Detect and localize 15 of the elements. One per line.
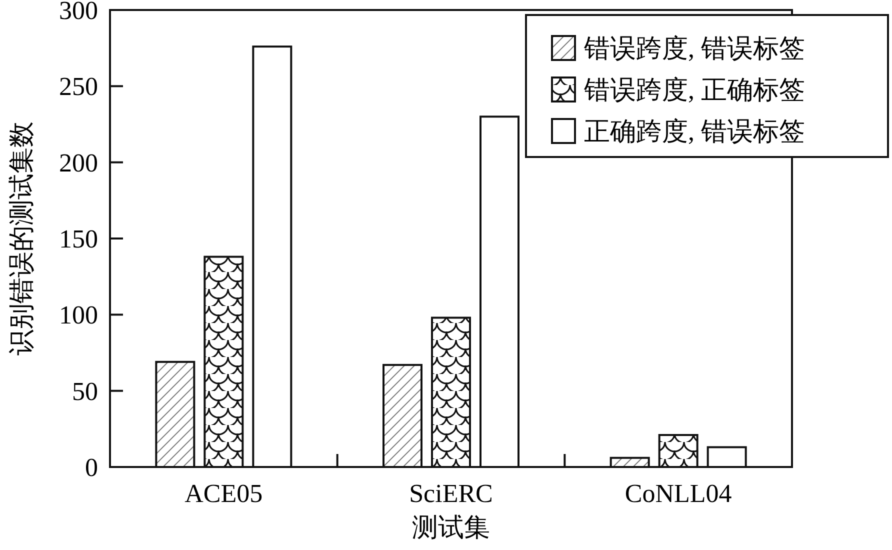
legend-label: 正确跨度, 错误标签	[584, 117, 805, 146]
x-tick-label: SciERC	[409, 479, 493, 508]
y-tick-label: 50	[72, 376, 98, 406]
y-tick-label: 150	[59, 224, 98, 254]
y-tick-label: 300	[59, 0, 98, 25]
y-tick-label: 200	[59, 148, 98, 178]
legend-label: 错误跨度, 正确标签	[583, 76, 805, 104]
legend-label: 错误跨度, 错误标签	[583, 34, 805, 63]
x-axis-title: 测试集	[412, 513, 490, 542]
y-tick-label: 100	[59, 300, 98, 330]
y-tick-label: 250	[59, 72, 98, 102]
x-tick-label: CoNLL04	[624, 479, 732, 508]
y-axis-title: 识别错误的测试集数	[7, 122, 36, 356]
y-tick-label: 0	[85, 453, 98, 482]
x-tick-label: ACE05	[184, 479, 263, 508]
